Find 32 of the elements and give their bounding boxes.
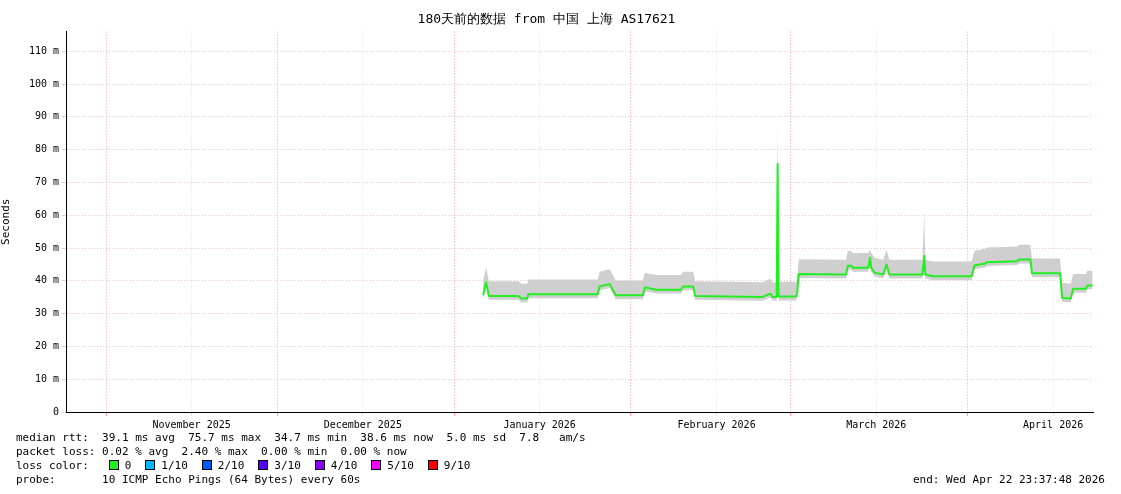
x-tick-label: January 2026: [503, 418, 576, 430]
y-tick-label: 60 m: [34, 208, 59, 220]
text: median rtt: 39.1 ms avg 75.7 ms max 34.7 ms min 38.6 ms now 5.0 ms sd 7.8 am/s: [16, 431, 586, 444]
text: 2/10: [217, 459, 245, 472]
x-tick-label: April 2026: [1023, 418, 1084, 430]
y-tick-label: 90 m: [34, 110, 59, 122]
x-tick-label: November 2025: [152, 418, 231, 430]
text: 9/10: [443, 459, 471, 472]
x-tick-label: February 2026: [677, 418, 756, 430]
y-tick-label: 70 m: [34, 176, 59, 188]
text: 3/10: [274, 459, 301, 472]
y-tick-label: 100 m: [28, 77, 59, 89]
text: 5/10: [387, 459, 414, 472]
y-tick-label: 40 m: [34, 274, 59, 286]
y-tick-label: 0: [52, 405, 59, 417]
text: probe: 10 ICMP Echo Pings (64 Bytes) every 60s: [16, 473, 361, 486]
y-tick-label: 80 m: [34, 143, 59, 155]
x-tick-label: December 2025: [323, 418, 402, 430]
y-tick-label: 50 m: [34, 241, 59, 253]
text: 4/10: [330, 459, 358, 472]
text: loss color:: [16, 459, 90, 472]
chart-title: 180天前的数据 from 中国 上海 AS17621: [417, 11, 676, 27]
y-tick-label: 10 m: [34, 372, 59, 384]
text: 1/10: [161, 459, 188, 472]
y-tick-label: 20 m: [34, 340, 59, 352]
text: end: Wed Apr 22 23:37:48 2026: [912, 473, 1105, 487]
x-tick-label: March 2026: [846, 418, 907, 430]
y-tick-label: 30 m: [34, 307, 59, 319]
y-tick-label: 110 m: [28, 44, 59, 56]
text: packet loss: 0.02 % avg 2.40 % max 0.00 % min 0.00 % now: [16, 445, 407, 458]
text: 0: [124, 459, 132, 472]
y-axis-title: Seconds: [0, 198, 13, 245]
